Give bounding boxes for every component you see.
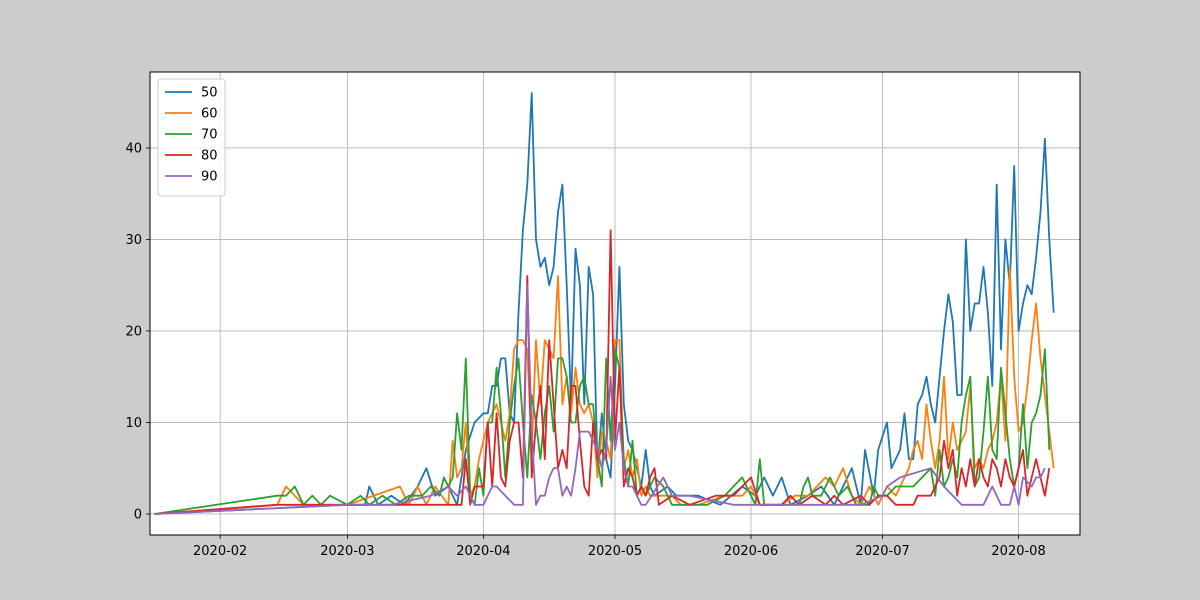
series-lines	[154, 92, 1055, 515]
series-line-80	[154, 229, 1051, 515]
x-tick-label: 2020-07	[855, 544, 909, 559]
legend-label-70: 70	[201, 128, 218, 143]
x-tick-label: 2020-08	[991, 544, 1045, 559]
legend-box	[157, 78, 226, 197]
legend-label-90: 90	[201, 170, 218, 185]
y-tick-label: 10	[125, 416, 142, 431]
y-tick-label: 20	[125, 324, 142, 339]
legend-label-80: 80	[201, 149, 218, 164]
legend: 50 60 70 80 90	[157, 78, 226, 197]
y-tick-label: 30	[125, 233, 142, 248]
series-line-50	[154, 92, 1055, 515]
axes: 2020-02 2020-03 2020-04 2020-05 2020-06 2020-…	[125, 141, 1045, 559]
x-tick-label: 2020-05	[588, 544, 642, 559]
legend-label-60: 60	[201, 107, 218, 122]
series-line-90	[154, 284, 1046, 515]
x-tick-label: 2020-02	[193, 544, 247, 559]
legend-label-50: 50	[201, 86, 218, 101]
y-tick-label: 40	[125, 141, 142, 156]
x-tick-label: 2020-06	[724, 544, 778, 559]
x-tick-label: 2020-04	[456, 544, 510, 559]
y-tick-label: 0	[134, 507, 142, 522]
x-tick-label: 2020-03	[320, 544, 374, 559]
